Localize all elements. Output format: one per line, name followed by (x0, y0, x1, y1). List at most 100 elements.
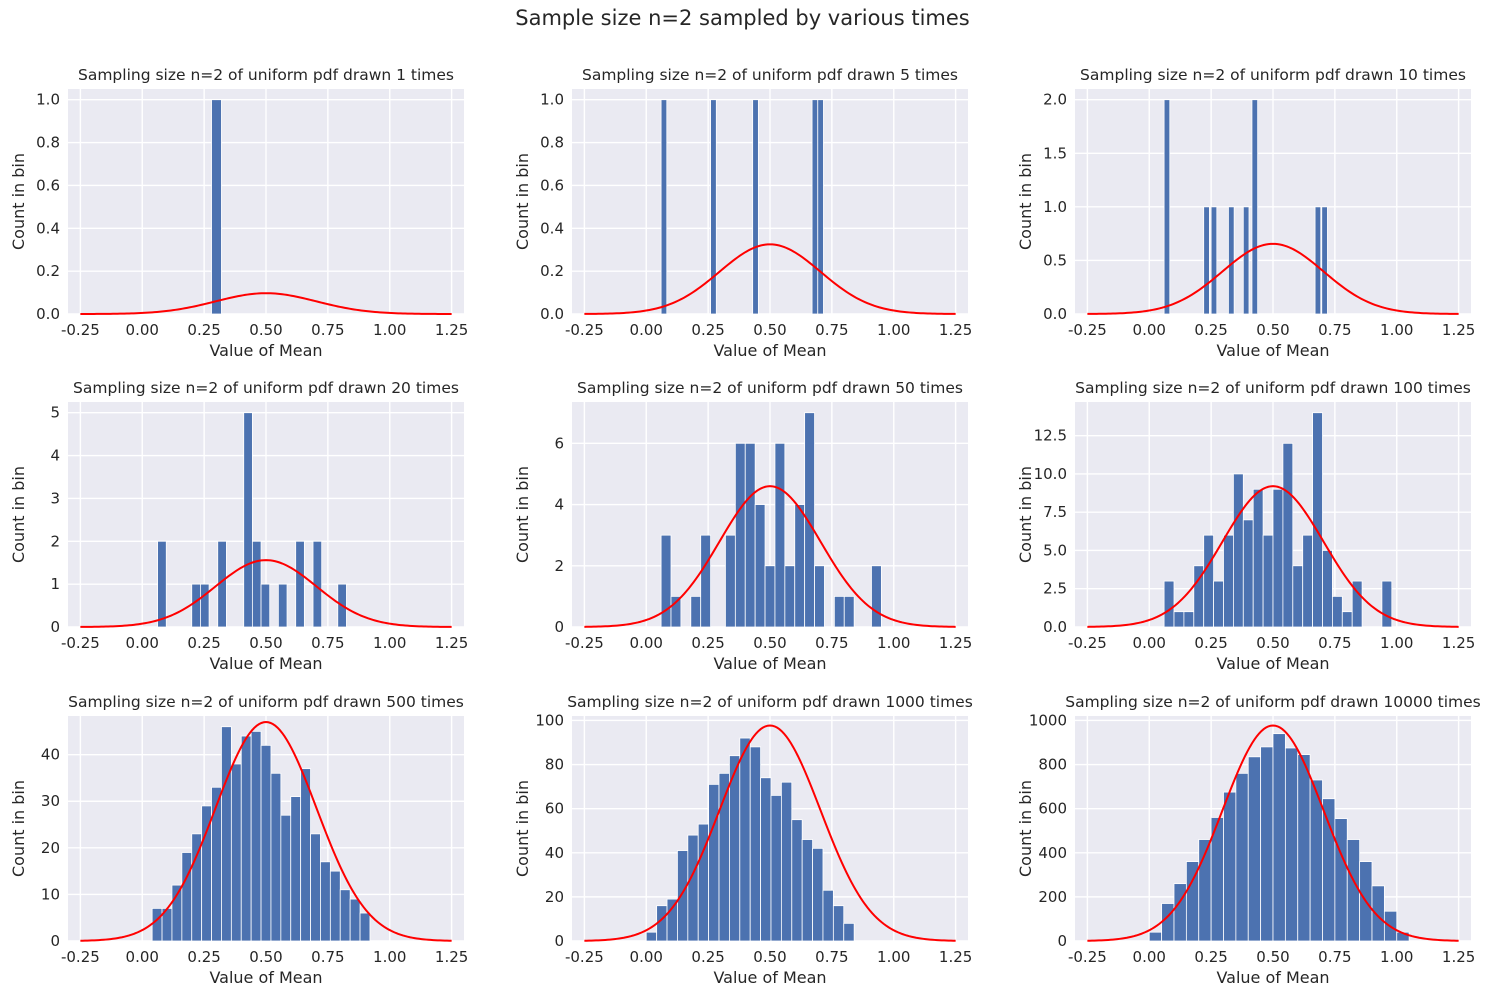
x-tick-label: 1.00 (1380, 634, 1413, 652)
histogram-bar (690, 595, 702, 628)
histogram-bar (1351, 580, 1363, 628)
y-tick-label: 1.5 (1043, 144, 1067, 162)
histogram-bar (211, 786, 222, 942)
histogram-bar (1235, 772, 1249, 942)
x-axis-label: Value of Mean (713, 654, 826, 673)
histogram-bar (1247, 756, 1262, 942)
x-tick-label: -0.25 (61, 948, 100, 966)
x-tick-label: 0.25 (187, 948, 220, 966)
histogram-bar (1292, 565, 1304, 628)
histogram-bar (1203, 534, 1214, 628)
histogram-bar (700, 534, 712, 628)
histogram-bar (1322, 798, 1336, 942)
x-tick-label: 0.25 (691, 634, 724, 652)
x-tick-label: 0.00 (126, 634, 159, 652)
histogram-bar (814, 565, 825, 628)
x-axis-label: Value of Mean (713, 968, 826, 987)
histogram-bar (1297, 754, 1311, 942)
x-tick-label: 0.50 (1256, 634, 1289, 652)
normal-pdf-curve (1087, 242, 1459, 315)
y-tick-label: 20 (41, 839, 60, 857)
y-tick-label: 800 (1038, 756, 1067, 774)
subplot-3: -0.25 0.00 0.25 0.50 0.75 1.00 1.25 0.0 0.5 1.0 1.… (1016, 66, 1475, 360)
subplot-title: Sampling size n=2 of uniform pdf drawn 1… (567, 693, 973, 711)
y-tick-label: 40 (545, 844, 564, 862)
histogram-bar (817, 99, 824, 315)
x-tick-label: -0.25 (1068, 948, 1107, 966)
histogram-bar (1314, 206, 1322, 315)
y-tick-label: 80 (545, 756, 564, 774)
y-tick-label: 0.8 (36, 134, 60, 152)
y-tick-label: 20 (545, 888, 564, 906)
histogram-bar (349, 898, 361, 942)
histogram-bar (660, 534, 672, 628)
y-tick-label: 1 (50, 575, 60, 593)
histogram-bar (1213, 580, 1224, 628)
y-axis-label: Count in bin (513, 466, 532, 563)
histogram-bar (1302, 534, 1313, 628)
histogram-bar (1332, 595, 1343, 628)
histogram-bar (752, 99, 759, 315)
x-tick-label: 0.00 (1133, 634, 1166, 652)
histogram-bar (270, 772, 282, 942)
y-axis-label: Count in bin (1016, 153, 1035, 250)
y-tick-label: 2.0 (1043, 91, 1067, 109)
x-tick-label: 1.00 (1380, 321, 1413, 339)
y-axis-label: Count in bin (513, 153, 532, 250)
normal-pdf-curve (80, 721, 452, 942)
histogram-bar (812, 847, 824, 942)
x-tick-label: 0.00 (630, 948, 663, 966)
y-tick-label: 60 (545, 800, 564, 818)
histogram-bar (1210, 206, 1218, 315)
normal-pdf-curve (80, 559, 452, 628)
y-axis-label: Count in bin (1016, 780, 1035, 877)
x-tick-label: 0.25 (691, 321, 724, 339)
histogram-bar (739, 737, 751, 942)
histogram-bar (1334, 818, 1348, 942)
histogram-bar (339, 889, 351, 942)
subplot-title: Sampling size n=2 of uniform pdf drawn 2… (73, 379, 459, 397)
histogram-bar (1282, 442, 1294, 628)
x-tick-label: 1.25 (1442, 634, 1475, 652)
histogram-bar (764, 565, 776, 628)
y-tick-label: 10 (41, 885, 60, 903)
histogram-bar (243, 412, 253, 628)
histogram-bar (843, 595, 855, 628)
histogram-bar (211, 99, 222, 315)
x-tick-label: 0.75 (311, 634, 344, 652)
histogram-bar (1148, 931, 1163, 942)
normal-pdf-curve (1087, 485, 1459, 628)
histogram-bar (240, 735, 252, 942)
histogram-bar (833, 595, 845, 628)
histogram-bar (221, 726, 232, 942)
y-tick-label: 0.0 (1043, 305, 1067, 323)
normal-pdf-curve (80, 292, 452, 315)
histogram-bar (310, 833, 321, 942)
x-tick-label: 0.00 (630, 634, 663, 652)
normal-pdf-curve (584, 243, 956, 315)
x-tick-label: 0.75 (1318, 321, 1351, 339)
histogram-bar (710, 99, 717, 315)
histogram-bar (320, 861, 331, 942)
x-tick-label: 0.50 (753, 321, 786, 339)
histogram-bar (251, 540, 262, 628)
x-tick-label: 1.00 (877, 948, 910, 966)
y-tick-label: 1.0 (36, 91, 60, 109)
x-tick-label: 0.00 (126, 948, 159, 966)
x-tick-label: 0.75 (311, 321, 344, 339)
histogram-bar (1251, 99, 1259, 315)
y-tick-label: 7.5 (1043, 503, 1067, 521)
y-tick-label: 12.5 (1034, 427, 1067, 445)
x-tick-label: 0.50 (249, 948, 282, 966)
x-tick-label: 0.50 (249, 634, 282, 652)
x-tick-label: -0.25 (1068, 321, 1107, 339)
histogram-bar (843, 922, 855, 942)
x-axis-label: Value of Mean (1216, 968, 1329, 987)
subplot-title: Sampling size n=2 of uniform pdf drawn 5… (582, 66, 958, 84)
x-tick-label: 0.75 (311, 948, 344, 966)
histogram-bar (1260, 746, 1274, 942)
y-tick-label: 100 (535, 711, 564, 729)
x-tick-label: 0.75 (815, 634, 848, 652)
histogram-bar (770, 795, 782, 942)
x-tick-label: 0.00 (1133, 321, 1166, 339)
